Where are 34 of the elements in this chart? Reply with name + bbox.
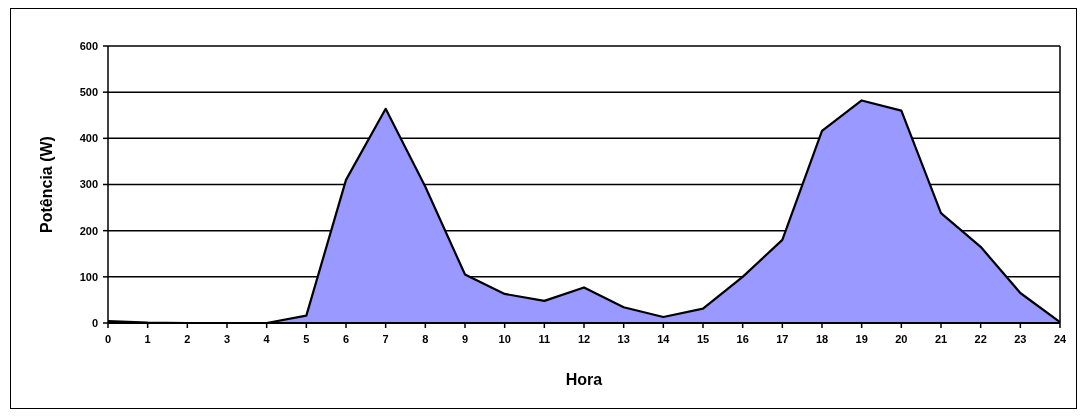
x-tick-label: 5 <box>303 333 310 345</box>
x-tick-label: 9 <box>461 333 469 345</box>
x-tick-label: 13 <box>617 333 630 345</box>
x-axis-title: Hora <box>565 371 603 388</box>
y-axis-title: Potência (W) <box>38 136 55 233</box>
y-tick-label: 300 <box>79 178 98 191</box>
x-tick-label: 8 <box>422 333 429 345</box>
x-tick-label: 0 <box>104 333 112 345</box>
x-tick-label: 11 <box>538 333 551 345</box>
x-tick-label: 6 <box>342 333 350 345</box>
y-tick-label: 500 <box>79 86 98 99</box>
x-tick-label: 12 <box>577 333 591 345</box>
x-tick-label: 2 <box>184 333 191 345</box>
y-tick-label: 100 <box>79 270 98 283</box>
x-tick-label: 4 <box>263 333 271 345</box>
x-tick-label: 22 <box>974 333 987 345</box>
y-tick-label: 0 <box>91 316 98 329</box>
x-tick-label: 1 <box>144 333 151 345</box>
x-tick-label: 23 <box>1014 333 1027 345</box>
x-tick-label: 24 <box>1053 333 1067 345</box>
x-tick-label: 20 <box>895 333 908 345</box>
x-tick-label: 15 <box>696 333 710 345</box>
x-tick-label: 21 <box>934 333 948 345</box>
y-tick-label: 400 <box>79 132 98 145</box>
x-tick-label: 18 <box>815 333 829 345</box>
x-tick-label: 7 <box>382 333 389 345</box>
x-tick-label: 14 <box>657 333 671 345</box>
x-tick-label: 3 <box>223 333 231 345</box>
x-tick-label: 10 <box>498 333 511 345</box>
x-tick-label: 19 <box>855 333 868 345</box>
x-tick-label: 16 <box>736 333 749 345</box>
y-tick-label: 200 <box>79 224 98 237</box>
y-tick-label: 600 <box>79 39 98 52</box>
x-tick-label: 17 <box>776 333 789 345</box>
